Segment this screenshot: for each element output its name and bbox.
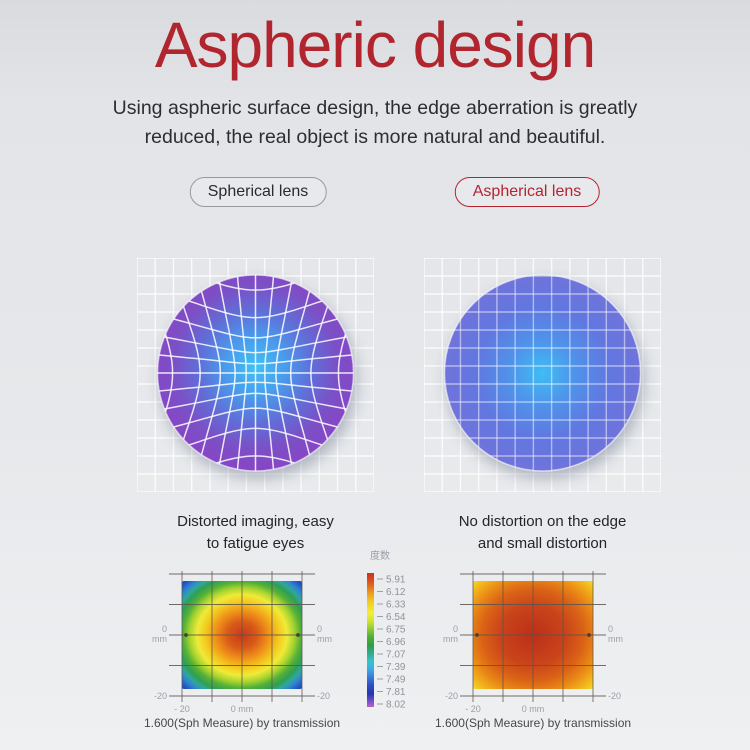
axis-label: 0 mm [231,704,254,714]
page-title: Aspheric design [154,9,596,81]
aspherical-lens-circle [443,274,642,472]
aspherical-lens-caption: No distortion on the edge and small dist… [458,513,627,552]
axis-label: 0 [317,624,322,634]
axis-label: -20 [445,691,458,701]
spherical-lens-badge: Spherical lens [189,177,327,207]
legend-tick-label: 6.54 [386,612,406,623]
axis-label: mm [608,634,623,644]
spherical-lens-caption: Distorted imaging, easy to fatigue eyes [177,513,334,552]
legend-tick-label: 6.12 [386,587,406,598]
aspherical-lens-badge: Aspherical lens [454,177,600,207]
legend-tick-label: 7.39 [386,662,406,673]
heatmap-caption: 1.600(Sph Measure) by transmission [434,716,632,730]
axis-label: 0 [608,624,613,634]
axis-label: -20 [154,691,167,701]
axis-label: - 20 [465,704,481,714]
axis-label: mm [317,634,332,644]
legend-tick-label: 5.91 [386,575,406,586]
spherical-heatmap: 0 mm -20 0 mm -20 - 20 0 mm [152,571,332,714]
heatmap-grid [460,571,606,702]
heatmap-caption: 1.600(Sph Measure) by transmission [143,716,341,730]
axis-label: mm [443,634,458,644]
spherical-lens-diagram [137,258,374,492]
color-scale-legend: 度数 5.916.12 6.336.54 6.756.96 7.077.39 7.497… [367,549,406,711]
legend-ticks: 5.916.12 6.336.54 6.756.96 7.077.39 7.497.81… [377,575,406,711]
legend-tick-label: 7.07 [386,650,406,661]
axis-label: mm [152,634,167,644]
axis-label: -20 [317,691,330,701]
legend-color-bar [367,573,374,707]
marker-dot [475,633,479,637]
axis-label: 0 [453,624,458,634]
legend-tick-label: 8.02 [386,700,406,711]
axis-label: 0 mm [522,704,545,714]
aspherical-heatmap: 0 mm -20 0 mm -20 - 20 0 mm [443,571,623,714]
subtitle: Using aspheric surface design, the edge … [112,97,638,149]
heatmap-grid [169,571,315,702]
axis-label: 0 [162,624,167,634]
marker-dot [184,633,188,637]
legend-tick-label: 6.96 [386,637,406,648]
aspherical-lens-diagram [424,258,661,492]
marker-dot [296,633,300,637]
legend-tick-label: 7.49 [386,675,406,686]
legend-title: 度数 [370,549,390,562]
distorted-grid [157,275,354,471]
legend-tick-label: 6.33 [386,600,406,611]
legend-tick-label: 7.81 [386,687,406,698]
legend-tick-label: 6.75 [386,625,406,636]
axis-label: - 20 [174,704,190,714]
axis-label: -20 [608,691,621,701]
marker-dot [587,633,591,637]
